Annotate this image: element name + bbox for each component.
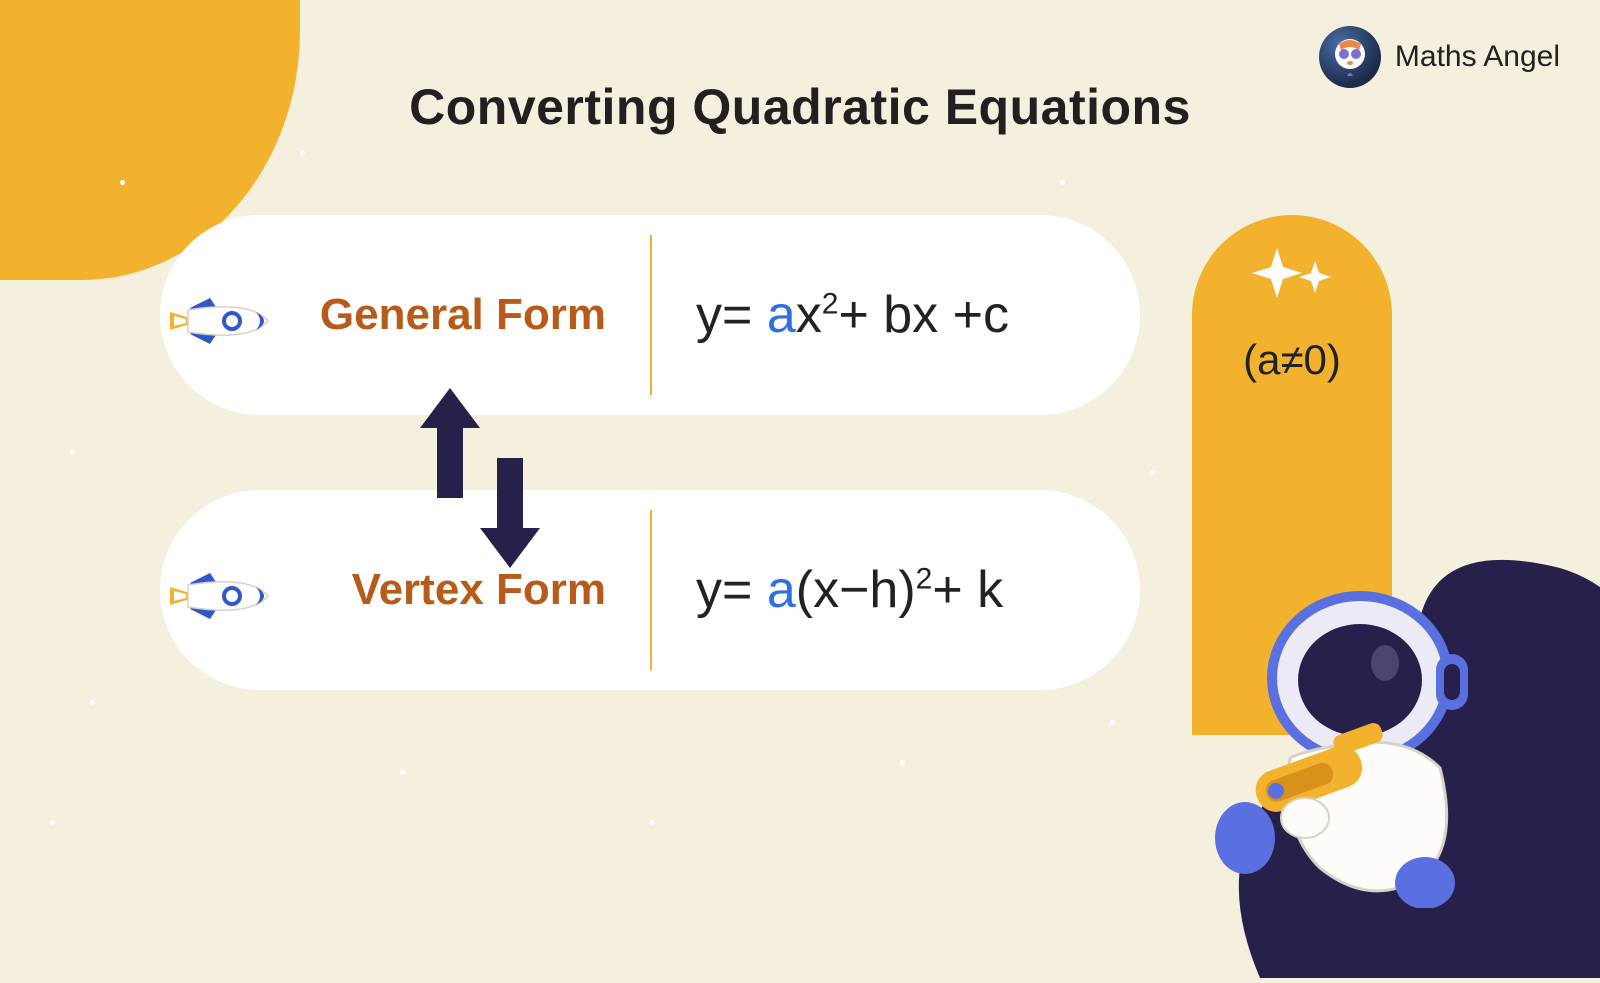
brand-text: Maths Angel [1395,40,1560,74]
eq-text: x [796,286,822,344]
rocket-icon [160,290,280,350]
astronaut-icon [1190,568,1490,908]
vertex-form-equation: y= a(x−h)2+ k [696,560,1140,620]
general-form-label: General Form [320,290,606,340]
eq-text: y= [696,286,767,344]
eq-text: (x−h) [796,561,916,619]
sparkle-icon [1247,243,1337,318]
vertex-form-label: Vertex Form [352,565,606,615]
general-form-card: General Form y= ax2+ bx +c [160,215,1140,415]
eq-text: y= [696,561,767,619]
eq-sup: 2 [822,288,839,321]
eq-text: + k [932,561,1003,619]
eq-a: a [767,286,796,344]
page-title: Converting Quadratic Equations [0,78,1600,136]
eq-sup: 2 [916,563,933,596]
vertex-form-card: Vertex Form y= a(x−h)2+ k [160,490,1140,690]
constraint-text: (a≠0) [1243,336,1341,384]
eq-a: a [767,561,796,619]
rocket-icon [160,565,280,625]
general-form-equation: y= ax2+ bx +c [696,285,1140,345]
bidirectional-arrows-icon [405,388,555,568]
eq-text: + bx +c [838,286,1009,344]
